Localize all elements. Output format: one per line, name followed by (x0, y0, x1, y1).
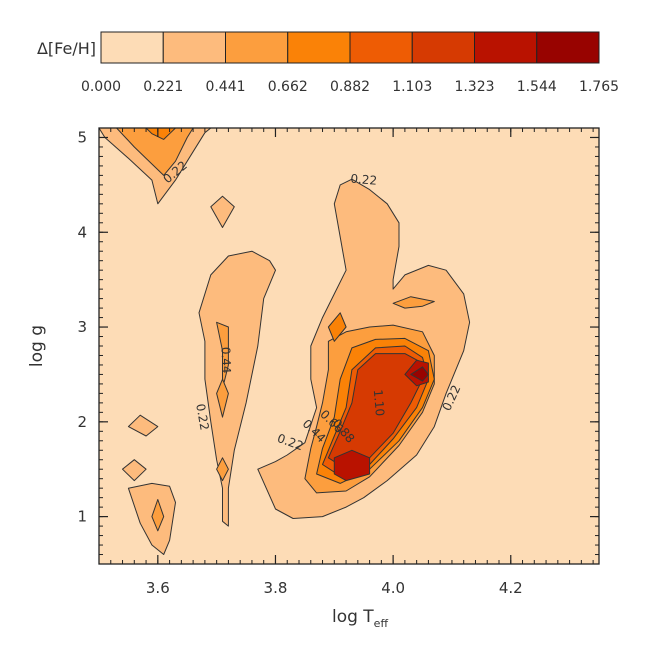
contour-label: 0.44 (219, 347, 234, 374)
x-axis-label-sub: eff (374, 617, 389, 630)
contour-label: 1.10 (371, 389, 387, 417)
x-axis-label: log T (332, 607, 374, 627)
contour-regions (99, 128, 471, 555)
contour-region-level-2 (151, 499, 165, 532)
colorbar-swatches (100, 31, 600, 64)
y-axis-title: log g (27, 325, 47, 367)
colorbar-swatch (100, 31, 164, 64)
colorbar-label: Δ[Fe/H] (37, 39, 96, 58)
contour-region-level-1 (198, 250, 276, 527)
contour-region-level-2 (216, 321, 229, 390)
colorbar-swatch (474, 31, 538, 64)
y-tick-label: 3 (77, 318, 87, 336)
x-axis: 3.6 3.8 4.0 4.2 (146, 128, 523, 597)
contour-region-level-1 (122, 459, 147, 482)
colorbar-tick-label: 1.323 (454, 79, 494, 95)
colorbar-tick-labels: 0.000 0.221 0.441 0.662 0.882 1.103 1.323 1.544… (81, 79, 619, 95)
colorbar-tick-label: 1.765 (579, 79, 619, 95)
x-axis-title: log Teff (332, 607, 388, 630)
colorbar: Δ[Fe/H] 0.000 0.221 0.441 0.662 0.882 1.103 1.… (37, 31, 619, 95)
plot-area: 0.22 0.220.440.220.220.220.440.660.881.10… (77, 127, 600, 597)
colorbar-swatch (162, 31, 226, 64)
contour-region-level-2 (392, 296, 435, 309)
colorbar-swatch (287, 31, 351, 64)
contour-region-level-2 (116, 128, 194, 176)
contour-region-level-7 (410, 366, 429, 382)
y-tick-label: 1 (77, 508, 87, 526)
contour-region-level-3 (145, 128, 176, 140)
contour-region-level-2 (216, 378, 229, 418)
x-tick-label: 4.2 (499, 579, 523, 597)
contour-region-level-2 (216, 457, 229, 482)
contour-region-level-1 (127, 482, 176, 555)
colorbar-tick-label: 0.662 (268, 79, 308, 95)
contour-label: 0.22 (193, 403, 211, 432)
contour-region-level-3 (327, 312, 347, 342)
contour-label: 0.22 (350, 171, 378, 187)
y-tick-label: 4 (77, 223, 87, 241)
colorbar-tick-label: 0.441 (205, 79, 245, 95)
contour-region-level-1 (127, 414, 159, 437)
x-tick-label: 4.0 (381, 579, 405, 597)
colorbar-tick-label: 1.544 (517, 79, 557, 95)
colorbar-tick-label: 1.103 (392, 79, 432, 95)
y-axis: 1 2 3 4 5 (77, 128, 599, 526)
contour-region-level-6 (333, 449, 371, 482)
colorbar-swatch (536, 31, 600, 64)
y-tick-label: 2 (77, 413, 87, 431)
y-tick-label: 5 (77, 128, 87, 146)
contour-region-level-1 (210, 195, 235, 228)
x-tick-label: 3.6 (146, 579, 170, 597)
colorbar-tick-label: 0.221 (143, 79, 183, 95)
colorbar-swatch (225, 31, 289, 64)
colorbar-swatch (411, 31, 475, 64)
colorbar-swatch (349, 31, 413, 64)
x-tick-label: 3.8 (264, 579, 288, 597)
colorbar-tick-label: 0.882 (330, 79, 370, 95)
colorbar-tick-label: 0.000 (81, 79, 121, 95)
